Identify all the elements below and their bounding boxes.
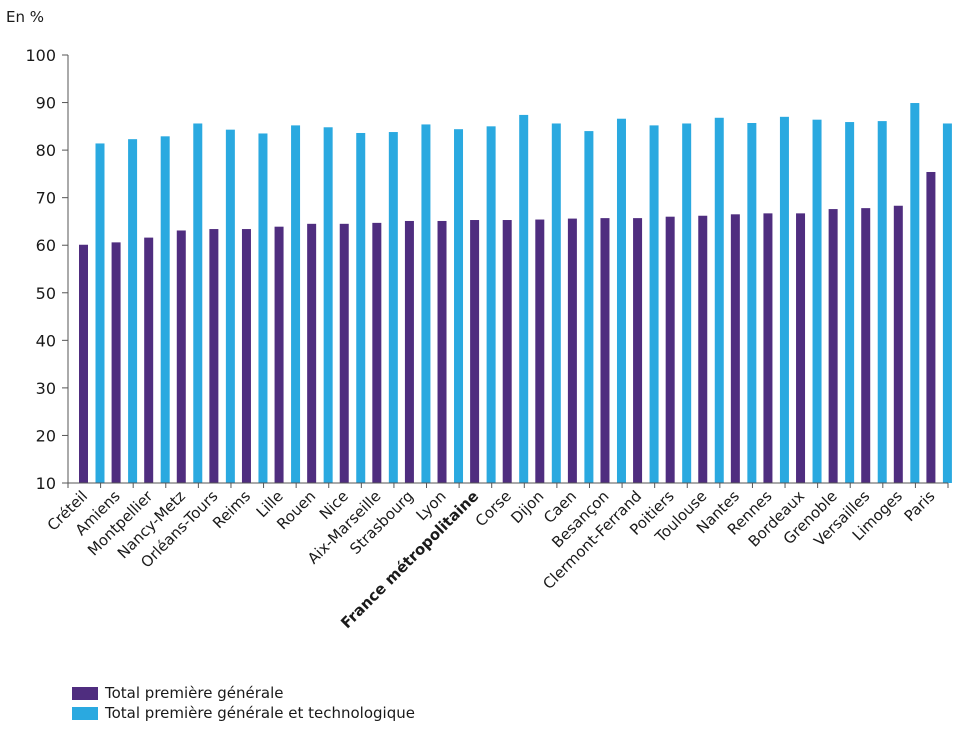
bar-premiere-generale-technologique-dijon bbox=[551, 123, 561, 483]
y-tick-label: 40 bbox=[36, 331, 56, 350]
legend-label-premiere-generale: Total première générale bbox=[105, 684, 284, 702]
y-tick-label: 90 bbox=[36, 94, 56, 113]
bar-premiere-generale-dijon bbox=[535, 219, 545, 484]
y-tick-label: 50 bbox=[36, 284, 56, 303]
y-axis: 10 20 30 40 50 60 70 80 90 100 bbox=[25, 46, 69, 493]
bar-premiere-generale-technologique-orleans-tours bbox=[225, 129, 235, 483]
bar-premiere-generale-orleans-tours bbox=[209, 229, 219, 483]
legend-swatch-premiere-generale bbox=[72, 686, 98, 700]
bar-premiere-generale-technologique-limoges bbox=[910, 103, 920, 483]
bar-premiere-generale-france-metropolitaine bbox=[470, 220, 480, 483]
bar-premiere-generale-technologique-nice bbox=[356, 132, 366, 484]
bar-premiere-generale-toulouse bbox=[698, 215, 708, 484]
bar-premiere-generale-technologique-lille bbox=[291, 125, 301, 483]
bar-premiere-generale-technologique-aix-marseille bbox=[388, 132, 398, 484]
bar-premiere-generale-aix-marseille bbox=[372, 222, 382, 483]
x-tick-label-reims: Reims bbox=[209, 487, 254, 532]
bar-premiere-generale-technologique-reims bbox=[258, 133, 268, 483]
bar-premiere-generale-corse bbox=[502, 220, 512, 483]
bar-premiere-generale-technologique-montpellier bbox=[160, 136, 170, 483]
bar-premiere-generale-technologique-nantes bbox=[747, 123, 757, 483]
bar-premiere-generale-strasbourg bbox=[404, 220, 414, 483]
bar-premiere-generale-besancon bbox=[600, 218, 610, 483]
x-axis: CréteilAmiensMontpellierNancy-MetzOrléan… bbox=[44, 482, 949, 632]
y-tick-label: 80 bbox=[36, 141, 56, 160]
bar-premiere-generale-versailles bbox=[861, 208, 871, 483]
bar-premiere-generale-limoges bbox=[893, 205, 903, 483]
bar-premiere-generale-technologique-france-metropolitaine bbox=[486, 126, 496, 483]
bar-premiere-generale-lyon bbox=[437, 220, 447, 483]
bar-premiere-generale-technologique-lyon bbox=[454, 129, 464, 483]
y-tick-label: 10 bbox=[36, 474, 56, 493]
bar-premiere-generale-technologique-amiens bbox=[128, 139, 138, 484]
bar-premiere-generale-technologique-rouen bbox=[323, 127, 333, 483]
bar-premiere-generale-technologique-caen bbox=[584, 131, 594, 483]
bar-premiere-generale-rennes bbox=[763, 213, 773, 484]
y-tick-label: 70 bbox=[36, 189, 56, 208]
bar-premiere-generale-clermont-ferrand bbox=[633, 218, 643, 483]
bar-premiere-generale-paris bbox=[926, 171, 936, 484]
y-tick-label: 20 bbox=[36, 426, 56, 445]
bar-premiere-generale-creteil bbox=[79, 244, 88, 483]
bar-premiere-generale-technologique-strasbourg bbox=[421, 124, 431, 484]
legend-item-premiere-generale: Total première générale bbox=[72, 683, 415, 703]
bar-premiere-generale-technologique-corse bbox=[519, 114, 529, 484]
legend-swatch-premiere-generale-technologique bbox=[72, 706, 98, 720]
bar-chart: En % 10 20 30 40 50 60 70 80 90 100 CréteilAmiens… bbox=[6, 8, 952, 632]
bar-premiere-generale-bordeaux bbox=[796, 213, 806, 484]
bar-premiere-generale-nancy-metz bbox=[176, 230, 186, 483]
bar-premiere-generale-technologique-rennes bbox=[779, 116, 789, 483]
bar-premiere-generale-technologique-nancy-metz bbox=[193, 123, 203, 483]
bar-premiere-generale-poitiers bbox=[665, 216, 675, 483]
bar-premiere-generale-rouen bbox=[307, 223, 317, 483]
x-tick-label-paris: Paris bbox=[901, 487, 939, 525]
y-tick-label: 100 bbox=[25, 46, 56, 65]
bar-premiere-generale-reims bbox=[241, 229, 251, 483]
bar-premiere-generale-technologique-besancon bbox=[616, 118, 626, 483]
bar-premiere-generale-technologique-poitiers bbox=[682, 123, 692, 483]
legend: Total première générale Total première g… bbox=[72, 683, 415, 723]
bar-premiere-generale-technologique-creteil bbox=[95, 143, 105, 483]
bar-premiere-generale-technologique-clermont-ferrand bbox=[649, 125, 659, 483]
legend-item-premiere-generale-technologique: Total première générale et technologique bbox=[72, 703, 415, 723]
y-axis-unit-label: En % bbox=[6, 8, 44, 26]
y-tick-label: 30 bbox=[36, 379, 56, 398]
x-tick-label-corse: Corse bbox=[472, 487, 515, 530]
x-tick-label-dijon: Dijon bbox=[507, 487, 547, 527]
bar-premiere-generale-grenoble bbox=[828, 209, 838, 483]
bars bbox=[79, 103, 952, 484]
bar-premiere-generale-technologique-paris bbox=[942, 123, 952, 483]
bar-premiere-generale-lille bbox=[274, 226, 284, 483]
bar-premiere-generale-nantes bbox=[730, 214, 740, 483]
y-tick-label: 60 bbox=[36, 236, 56, 255]
bar-premiere-generale-technologique-versailles bbox=[877, 121, 887, 483]
legend-label-premiere-generale-technologique: Total première générale et technologique bbox=[105, 704, 415, 722]
bar-premiere-generale-technologique-toulouse bbox=[714, 117, 724, 484]
bar-premiere-generale-nice bbox=[339, 223, 349, 483]
bar-premiere-generale-amiens bbox=[111, 242, 121, 483]
bar-premiere-generale-technologique-bordeaux bbox=[812, 119, 822, 484]
bar-premiere-generale-montpellier bbox=[144, 237, 154, 483]
bar-premiere-generale-technologique-grenoble bbox=[845, 122, 855, 484]
bar-premiere-generale-caen bbox=[567, 218, 577, 483]
